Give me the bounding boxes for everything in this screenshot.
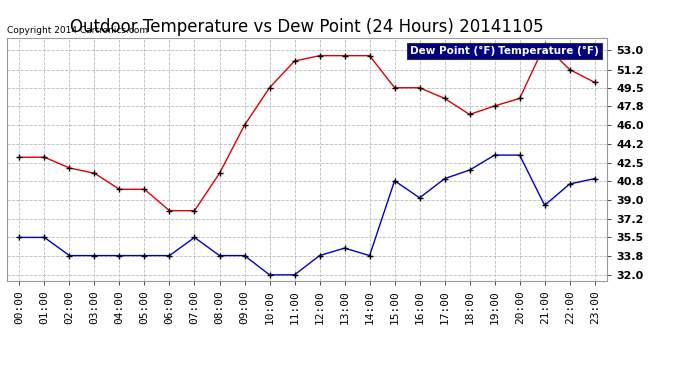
Text: Copyright 2014 Cartronics.com: Copyright 2014 Cartronics.com xyxy=(7,26,148,35)
Legend: Dew Point (°F), Temperature (°F): Dew Point (°F), Temperature (°F) xyxy=(406,43,602,59)
Title: Outdoor Temperature vs Dew Point (24 Hours) 20141105: Outdoor Temperature vs Dew Point (24 Hou… xyxy=(70,18,544,36)
